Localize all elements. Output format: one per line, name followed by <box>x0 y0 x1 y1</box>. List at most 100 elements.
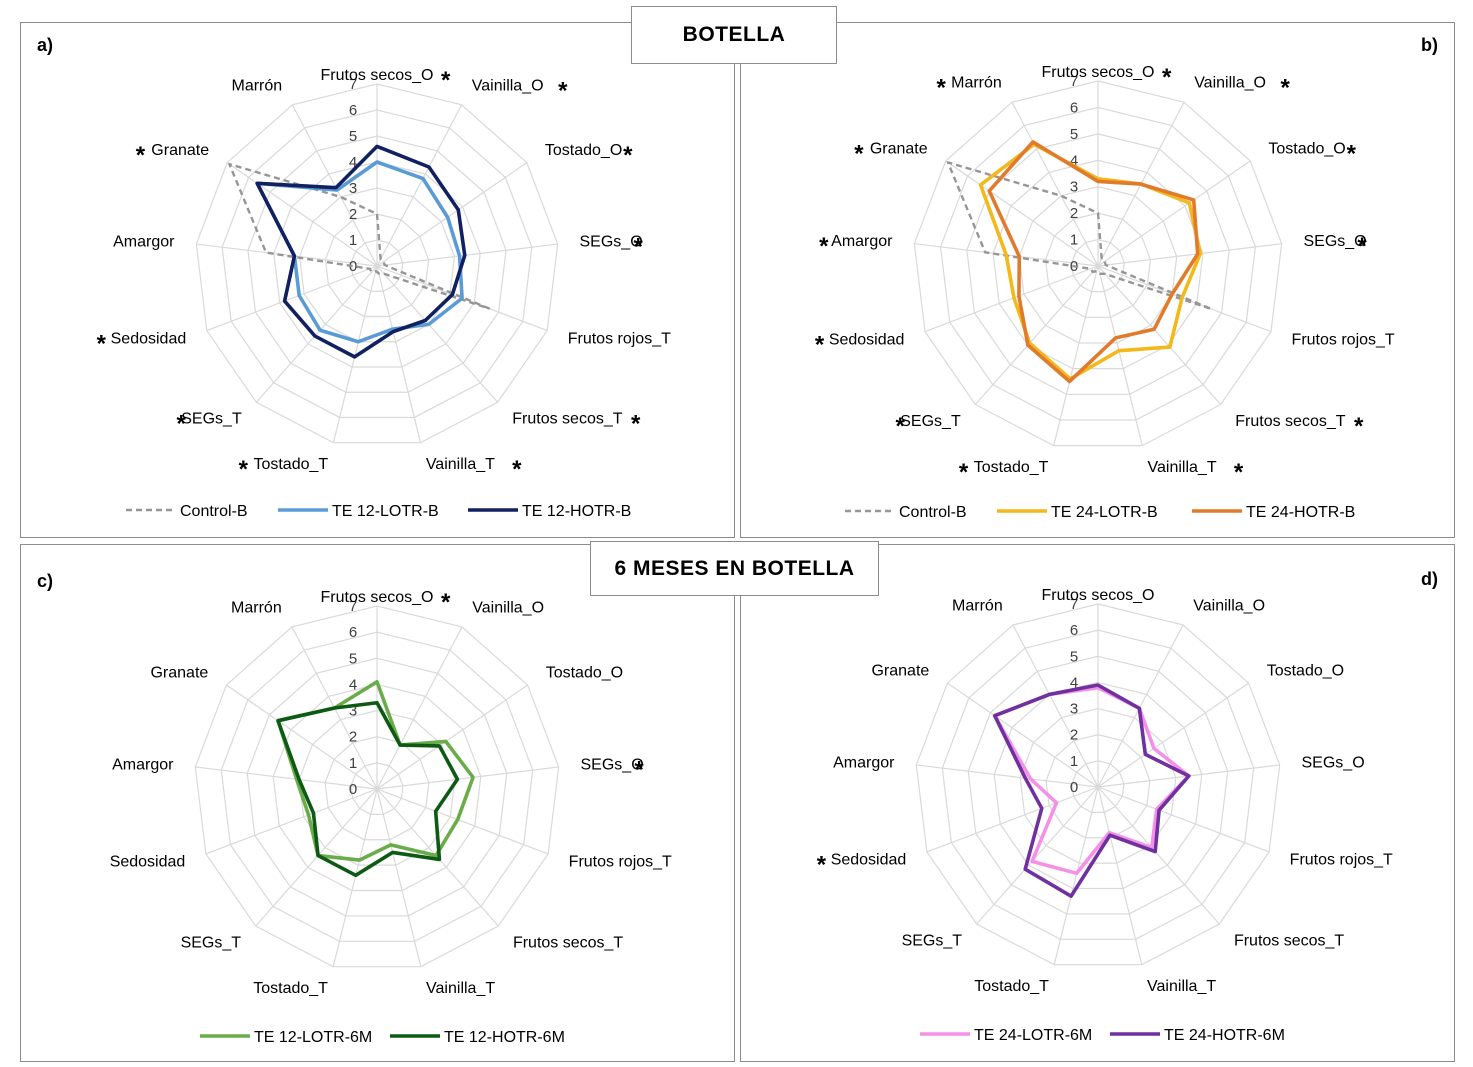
grid-spoke <box>255 265 378 403</box>
tick-label: 7 <box>349 598 357 615</box>
grid-spoke <box>376 766 559 790</box>
tick-label: 2 <box>1070 727 1078 744</box>
tick-label: 1 <box>349 755 357 772</box>
legend-label-te-24-hotr-6m: TE 24-HOTR-6M <box>1164 1027 1285 1044</box>
tick-label: 5 <box>349 128 357 145</box>
significance-marker: * <box>1347 140 1357 167</box>
axis-label-segs-t: SEGs_T <box>902 932 963 949</box>
axis-label-vainilla-o: Vainilla_O <box>472 77 544 94</box>
grid-ring <box>913 80 1283 447</box>
grid-spoke <box>976 786 1099 925</box>
grid-spoke <box>1012 624 1099 788</box>
axis-label-segs-o: SEGs_O <box>1303 233 1366 250</box>
series-line-control-b <box>228 162 491 310</box>
axis-label-tostado-t: Tostado_T <box>974 459 1049 476</box>
grid-ring <box>1071 760 1125 813</box>
series-line-te-12-lotr-6m <box>276 680 475 862</box>
grid-spoke <box>916 764 1099 788</box>
series-line-te-24-lotr-b <box>978 142 1203 381</box>
axis-label-tostado-o: Tostado_O <box>1267 663 1344 680</box>
axis-label-frutos-secos-t: Frutos secos_T <box>513 934 623 951</box>
grid-spoke <box>1097 265 1143 446</box>
significance-marker: * <box>633 233 643 260</box>
grid-spoke <box>376 788 422 967</box>
series-line-te-24-hotr-b <box>987 140 1200 384</box>
grid-ring <box>350 239 404 292</box>
tick-label: 6 <box>349 624 357 641</box>
grid-spoke <box>376 265 422 443</box>
grid-spoke <box>1053 786 1099 965</box>
significance-marker: * <box>937 75 947 102</box>
axis-label-frutos-secos-t: Frutos secos_T <box>512 411 622 428</box>
series-line-te-12-hotr-6m <box>276 700 460 878</box>
grid-spoke <box>376 626 463 790</box>
grid-spoke <box>332 788 378 967</box>
grid-ring <box>1018 186 1178 344</box>
panel-d-label: d) <box>1421 569 1438 589</box>
significance-marker: * <box>817 852 827 879</box>
tick-label: 2 <box>349 206 357 223</box>
tick-label: 5 <box>1070 648 1078 665</box>
axis-label-vainilla-t: Vainilla_T <box>1147 978 1216 995</box>
tick-label: 0 <box>349 258 357 275</box>
axis-label-tostado-t: Tostado_T <box>253 456 328 473</box>
grid-ring <box>967 655 1229 915</box>
significance-marker: * <box>815 331 825 358</box>
significance-marker: * <box>623 142 633 169</box>
significance-marker: * <box>1357 233 1367 260</box>
grid-spoke <box>1097 160 1251 267</box>
significance-marker: * <box>854 140 864 167</box>
legend-label-te-24-hotr-b: TE 24-HOTR-B <box>1246 504 1355 521</box>
grid-spoke <box>1097 786 1220 925</box>
legend-label-te-12-lotr-6m: TE 12-LOTR-6M <box>254 1029 372 1046</box>
axis-label-amargor: Amargor <box>112 756 174 773</box>
axis-label-sedosidad: Sedosidad <box>831 852 907 869</box>
significance-marker: * <box>631 411 641 438</box>
tick-label: 6 <box>349 102 357 119</box>
grid-spoke <box>226 684 378 790</box>
tick-label: 7 <box>1070 73 1078 90</box>
legend-label-te-24-lotr-b: TE 24-LOTR-B <box>1051 504 1158 521</box>
axis-label-tostado-o: Tostado_O <box>545 142 622 159</box>
grid-spoke <box>926 786 1099 853</box>
significance-marker: * <box>441 67 451 94</box>
series-line-te-24-hotr-6m <box>992 683 1191 898</box>
axis-label-frutos-rojos-t: Frutos rojos_T <box>1292 331 1395 348</box>
axis-label-sedosidad: Sedosidad <box>110 854 186 871</box>
tick-label: 3 <box>1070 179 1078 196</box>
axis-label-marron: Marrón <box>232 77 283 94</box>
significance-marker: * <box>1281 75 1291 102</box>
legend-label-te-12-hotr-6m: TE 12-HOTR-6M <box>444 1029 565 1046</box>
significance-marker: * <box>558 77 568 104</box>
series-line-te-24-lotr-6m <box>992 685 1191 876</box>
grid-spoke <box>226 162 378 267</box>
significance-marker: * <box>959 459 969 486</box>
axis-label-segs-t: SEGs_T <box>181 411 242 428</box>
grid-ring <box>221 109 533 419</box>
tick-label: 2 <box>349 729 357 746</box>
grid-spoke <box>924 265 1099 333</box>
significance-marker: * <box>895 413 905 440</box>
tick-label: 0 <box>1070 779 1078 796</box>
grid-spoke <box>1011 101 1099 267</box>
tick-label: 6 <box>1070 622 1078 639</box>
grid-spoke <box>945 160 1099 267</box>
grid-ring <box>939 106 1257 421</box>
tick-label: 5 <box>1070 126 1078 143</box>
significance-marker: * <box>1234 459 1244 486</box>
series-line-control-b <box>946 161 1213 311</box>
tick-label: 4 <box>349 676 357 693</box>
panel-a-label: a) <box>37 35 54 55</box>
tick-label: 3 <box>349 703 357 720</box>
grid-ring <box>1045 734 1151 839</box>
axis-label-tostado-o: Tostado_O <box>546 665 623 682</box>
tick-label: 1 <box>1070 753 1078 770</box>
axis-label-granate: Granate <box>870 140 928 157</box>
grid-spoke <box>1097 786 1143 965</box>
axis-label-segs-t: SEGs_T <box>181 934 242 951</box>
significance-marker: * <box>136 142 146 169</box>
grid-ring <box>1071 238 1125 293</box>
axis-label-frutos-rojos-t: Frutos rojos_T <box>1290 852 1393 869</box>
